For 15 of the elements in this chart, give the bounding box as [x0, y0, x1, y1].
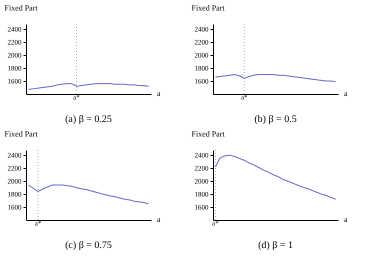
x-axis-title: a [157, 215, 161, 224]
line-series [28, 184, 150, 204]
y-axis-title: Fixed Part [4, 4, 38, 12]
x-axis-title: a [344, 89, 348, 98]
y-axis-title: Fixed Part [192, 4, 226, 12]
text: (c) β = 0.75 [65, 240, 112, 251]
x-axis-title: a [344, 215, 348, 224]
x-axis-title: a [157, 89, 161, 98]
text: (d) β = 1 [258, 240, 293, 251]
y-axis-title: Fixed Part [4, 130, 38, 138]
text: (a) β = 0.25 [65, 114, 112, 125]
text: (b) β = 0.5 [254, 114, 297, 125]
y-axis-title: Fixed Part [192, 130, 226, 138]
line-series [214, 74, 336, 82]
line-series [214, 154, 336, 200]
